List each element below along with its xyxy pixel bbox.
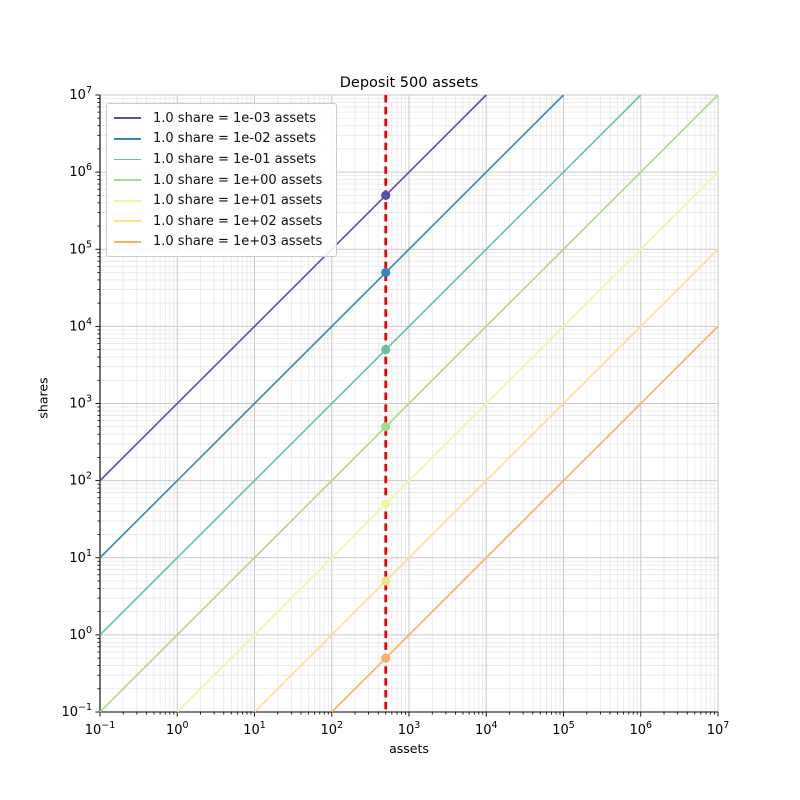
legend-line-swatch: [114, 138, 141, 140]
legend-line-swatch: [114, 117, 141, 120]
series-line: [99, 94, 642, 636]
series-line: [99, 94, 487, 482]
y-tick-label: 105: [69, 239, 92, 257]
data-point: [381, 190, 391, 200]
y-tick-label: 104: [69, 316, 92, 334]
x-tick-label: 101: [243, 720, 266, 738]
legend-item-label: 1.0 share = 1e+00 assets: [153, 172, 323, 188]
legend-item: 1.0 share = 1e+02 assets: [114, 211, 328, 232]
x-tick-label: 100: [166, 720, 189, 738]
data-point: [381, 499, 391, 509]
data-point: [381, 344, 391, 355]
x-tick-label: 104: [475, 720, 498, 738]
y-tick-label: 103: [69, 394, 92, 412]
y-tick-label: 102: [69, 471, 92, 489]
legend: 1.0 share = 1e-03 assets 1.0 share = 1e-…: [106, 103, 337, 258]
y-tick-label: 107: [69, 85, 92, 103]
y-tick-label: 106: [69, 162, 92, 180]
series-line: [253, 248, 719, 713]
legend-item-label: 1.0 share = 1e-01 assets: [153, 151, 317, 167]
legend-item-label: 1.0 share = 1e-02 assets: [153, 131, 317, 147]
legend-item-label: 1.0 share = 1e-03 assets: [153, 110, 317, 126]
x-tick-label: 107: [707, 720, 730, 738]
y-tick-label: 100: [69, 625, 92, 643]
legend-item: 1.0 share = 1e-01 assets: [114, 149, 328, 170]
series-line: [176, 171, 719, 713]
legend-item: 1.0 share = 1e+03 assets: [114, 232, 328, 253]
y-tick-label: 101: [69, 548, 92, 566]
y-tick-label: 10−1: [61, 702, 92, 720]
legend-item: 1.0 share = 1e-03 assets: [114, 108, 328, 129]
legend-line-swatch: [114, 199, 141, 202]
x-tick-label: 103: [398, 720, 421, 738]
legend-line-swatch: [114, 179, 141, 181]
data-point: [381, 422, 391, 432]
legend-item: 1.0 share = 1e-02 assets: [114, 129, 328, 150]
series-line: [99, 94, 565, 559]
chart-title: Deposit 500 assets: [339, 75, 479, 91]
legend-item-label: 1.0 share = 1e+01 assets: [153, 193, 323, 209]
data-point: [381, 267, 391, 278]
legend-line-swatch: [114, 158, 141, 161]
data-point: [381, 576, 391, 586]
y-axis-label: shares: [35, 377, 51, 419]
x-axis-label: assets: [389, 741, 429, 756]
legend-item-label: 1.0 share = 1e+03 assets: [153, 234, 323, 250]
legend-line-swatch: [114, 241, 141, 243]
x-tick-label: 102: [320, 720, 343, 738]
x-tick-label: 10−1: [85, 720, 116, 738]
legend-item: 1.0 share = 1e+01 assets: [114, 190, 328, 211]
legend-item: 1.0 share = 1e+00 assets: [114, 170, 328, 191]
legend-line-swatch: [114, 220, 141, 223]
series-line: [99, 94, 719, 713]
x-tick-label: 106: [629, 720, 652, 738]
series-line: [331, 325, 719, 713]
x-tick-label: 105: [552, 720, 575, 738]
legend-item-label: 1.0 share = 1e+02 assets: [153, 213, 323, 229]
data-point: [381, 653, 391, 663]
